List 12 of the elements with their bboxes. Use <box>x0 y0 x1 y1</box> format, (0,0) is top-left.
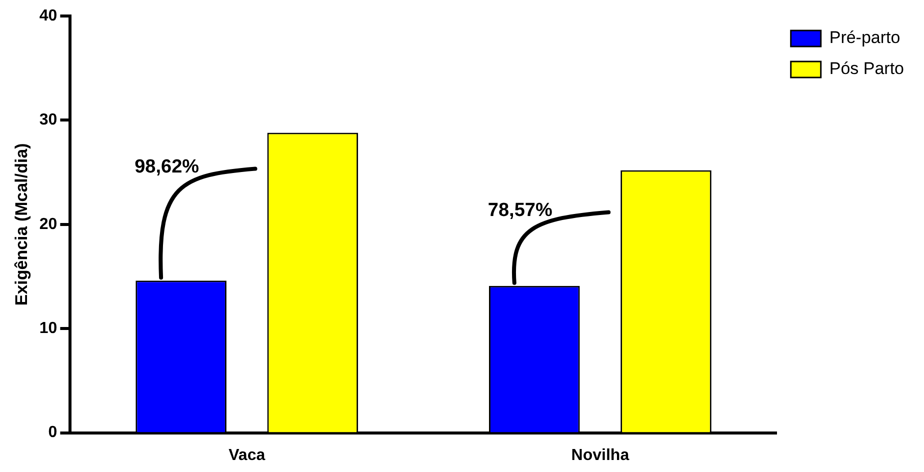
y-tick-label: 20 <box>39 216 58 233</box>
y-tick-label: 0 <box>48 424 58 442</box>
y-tick-label: 30 <box>39 112 58 129</box>
y-tick-label: 40 <box>39 7 58 24</box>
x-tick-label: Vaca <box>228 446 266 464</box>
legend-label: Pré-parto <box>829 28 900 48</box>
legend-label: Pós Parto <box>829 59 904 78</box>
x-tick-label: Novilha <box>571 446 630 464</box>
annotation: 98,62% <box>134 156 200 178</box>
annotation: 78,57% <box>488 200 552 222</box>
y-tick-label: 10 <box>39 320 58 338</box>
y-axis-title: Exigência (Mcal/dia) <box>12 143 31 306</box>
